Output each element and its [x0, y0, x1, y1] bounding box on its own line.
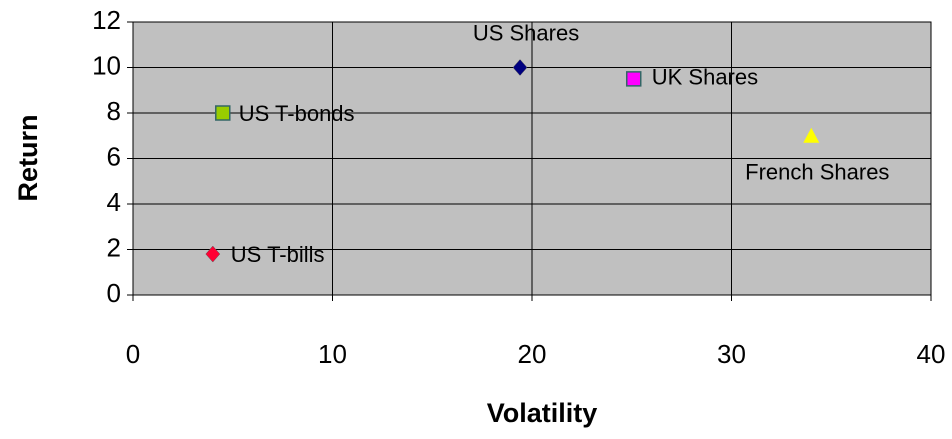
y-tick-label: 0: [107, 278, 121, 308]
y-tick-label: 6: [107, 141, 121, 171]
x-axis-title: Volatility: [487, 398, 598, 428]
x-tick-label: 30: [717, 339, 746, 369]
y-axis-title: Return: [13, 115, 43, 202]
point-label: French Shares: [745, 160, 889, 185]
x-tick-label: 40: [917, 339, 946, 369]
point: [215, 105, 231, 121]
point-label: US T-bonds: [239, 101, 355, 126]
point: [625, 71, 642, 87]
point-label: US T-bills: [231, 242, 325, 267]
point-label: US Shares: [473, 20, 579, 45]
x-tick-label: 10: [318, 339, 347, 369]
x-tick-label: 0: [126, 339, 140, 369]
point-label: UK Shares: [652, 65, 758, 90]
y-tick-label: 8: [107, 96, 121, 126]
point: [512, 59, 528, 76]
point: [205, 245, 221, 263]
x-tick-label: 20: [518, 339, 547, 369]
y-tick-label: 4: [107, 187, 121, 217]
y-tick-label: 10: [92, 50, 121, 80]
y-tick-label: 2: [107, 232, 121, 262]
y-tick-label: 12: [92, 5, 121, 35]
point: [803, 127, 820, 143]
